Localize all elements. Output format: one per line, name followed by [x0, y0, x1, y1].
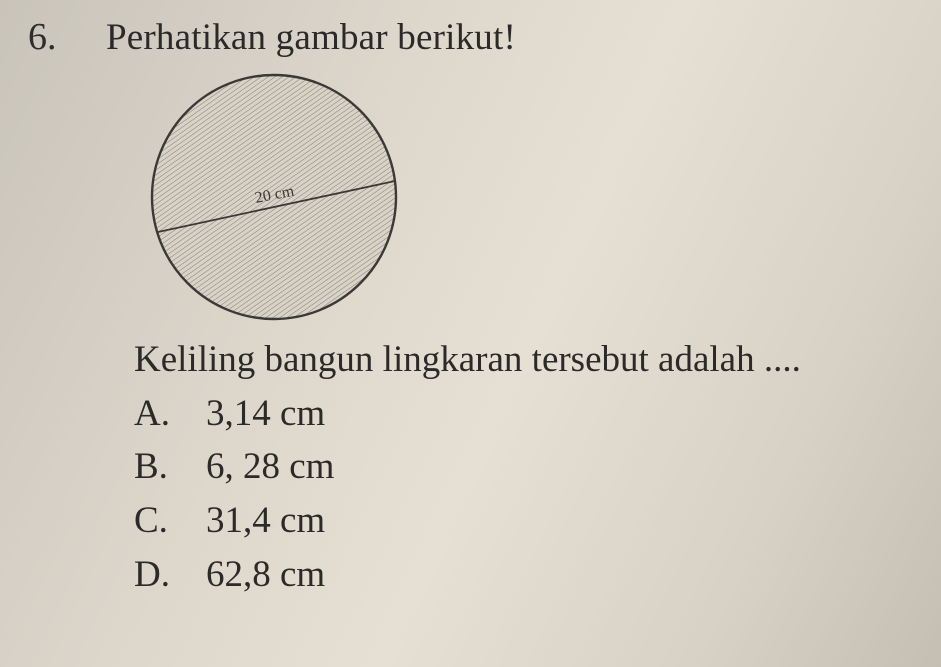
choice-value: 62,8 cm	[206, 548, 325, 602]
choice-letter: C.	[134, 494, 186, 548]
choice-letter: D.	[134, 548, 186, 602]
figure: 20 cm	[134, 63, 921, 330]
choice-c: C. 31,4 cm	[134, 494, 921, 548]
circle-diagram: 20 cm	[134, 63, 414, 325]
question-stem: Keliling bangun lingkaran tersebut adala…	[134, 338, 921, 381]
choice-value: 31,4 cm	[206, 494, 325, 548]
choice-b: B. 6, 28 cm	[134, 440, 921, 494]
answer-choices: A. 3,14 cm B. 6, 28 cm C. 31,4 cm D. 62,…	[134, 387, 921, 602]
choice-d: D. 62,8 cm	[134, 548, 921, 602]
choice-letter: A.	[134, 387, 186, 441]
question-block: 6. Perhatikan gambar berikut! 20 cm Keli…	[0, 0, 941, 601]
question-prompt: Perhatikan gambar berikut!	[106, 18, 516, 59]
question-header: 6. Perhatikan gambar berikut!	[28, 18, 921, 59]
choice-value: 6, 28 cm	[206, 440, 334, 494]
choice-letter: B.	[134, 440, 186, 494]
choice-value: 3,14 cm	[206, 387, 325, 441]
question-number: 6.	[28, 18, 72, 56]
choice-a: A. 3,14 cm	[134, 387, 921, 441]
